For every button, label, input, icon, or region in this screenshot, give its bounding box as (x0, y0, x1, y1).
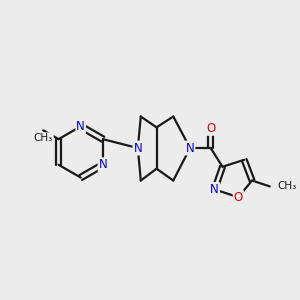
Text: CH₃: CH₃ (278, 182, 297, 191)
Text: N: N (210, 183, 219, 196)
Text: O: O (234, 191, 243, 204)
Text: CH₃: CH₃ (34, 133, 53, 143)
Text: O: O (206, 122, 215, 135)
Text: N: N (186, 142, 194, 154)
Text: N: N (98, 158, 107, 171)
Text: N: N (134, 142, 142, 154)
Text: N: N (76, 120, 85, 133)
